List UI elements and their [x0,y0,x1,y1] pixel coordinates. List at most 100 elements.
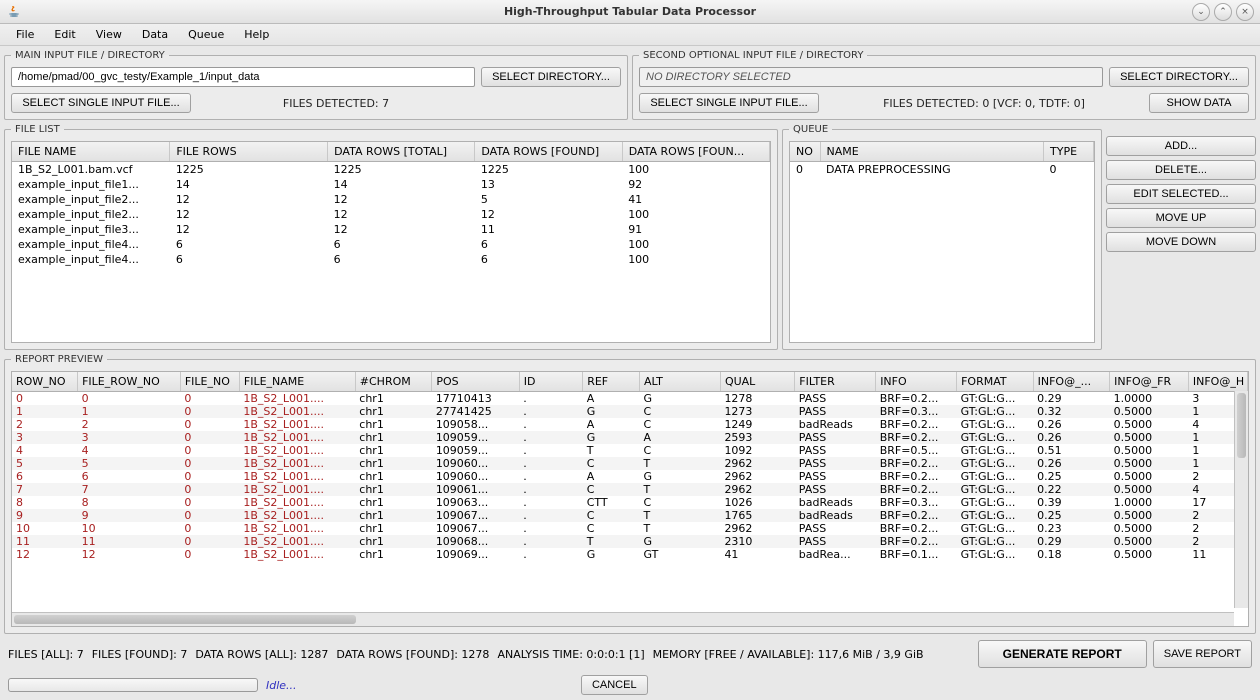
menubar: File Edit View Data Queue Help [0,24,1260,46]
column-header[interactable]: FILTER [795,372,876,392]
status-rows-found: DATA ROWS [FOUND]: 1278 [336,648,489,661]
column-header[interactable]: FILE_NO [180,372,239,392]
table-row[interactable]: 3301B_S2_L001....chr1109059....GA2593PAS… [12,431,1248,444]
column-header[interactable]: DATA ROWS [FOUND] [475,142,622,162]
table-row[interactable]: 6601B_S2_L001....chr1109060....AG2962PAS… [12,470,1248,483]
table-row[interactable]: example_input_file1...14141392 [12,177,770,192]
edit-selected-button[interactable]: EDIT SELECTED... [1106,184,1256,204]
report-table-wrap: ROW_NOFILE_ROW_NOFILE_NOFILE_NAME#CHROMP… [11,371,1249,627]
vertical-scrollbar[interactable] [1234,391,1248,608]
queue-legend: QUEUE [789,124,832,135]
maximize-icon[interactable]: ⌃ [1214,3,1232,21]
table-row[interactable]: 101001B_S2_L001....chr1109067....CT2962P… [12,522,1248,535]
table-row[interactable]: example_input_file4...666100 [12,252,770,267]
move-up-button[interactable]: MOVE UP [1106,208,1256,228]
column-header[interactable]: POS [432,372,519,392]
queue-buttons: ADD... DELETE... EDIT SELECTED... MOVE U… [1106,124,1256,350]
column-header[interactable]: #CHROM [355,372,432,392]
table-row[interactable]: example_input_file2...121212100 [12,207,770,222]
second-select-file-button[interactable]: SELECT SINGLE INPUT FILE... [639,93,819,113]
menu-help[interactable]: Help [236,26,277,43]
horizontal-scrollbar[interactable] [12,612,1234,626]
java-icon [6,4,22,20]
column-header[interactable]: INFO@_FR [1110,372,1189,392]
bottom-bar: Idle... CANCEL [4,674,1256,696]
table-row[interactable]: 5501B_S2_L001....chr1109060....CT2962PAS… [12,457,1248,470]
queue-table-wrap: NONAMETYPE0DATA PREPROCESSING0 [789,141,1095,343]
add-button[interactable]: ADD... [1106,136,1256,156]
status-files-all: FILES [ALL]: 7 [8,648,84,661]
filelist-table-wrap: FILE NAMEFILE ROWSDATA ROWS [TOTAL]DATA … [11,141,771,343]
column-header[interactable]: FILE ROWS [170,142,328,162]
table-row[interactable]: 121201B_S2_L001....chr1109069....GGT41ba… [12,548,1248,561]
table-row[interactable]: 1B_S2_L001.bam.vcf122512251225100 [12,162,770,178]
filelist-group: FILE LIST FILE NAMEFILE ROWSDATA ROWS [T… [4,124,778,350]
close-icon[interactable]: × [1236,3,1254,21]
menu-view[interactable]: View [88,26,130,43]
idle-label: Idle... [266,679,297,692]
menu-file[interactable]: File [8,26,42,43]
column-header[interactable]: FILE_NAME [239,372,355,392]
main-select-file-button[interactable]: SELECT SINGLE INPUT FILE... [11,93,191,113]
menu-data[interactable]: Data [134,26,176,43]
table-row[interactable]: 0DATA PREPROCESSING0 [790,162,1094,178]
filelist-table[interactable]: FILE NAMEFILE ROWSDATA ROWS [TOTAL]DATA … [12,142,770,267]
report-group: REPORT PREVIEW ROW_NOFILE_ROW_NOFILE_NOF… [4,354,1256,634]
column-header[interactable]: INFO@_... [1033,372,1110,392]
column-header[interactable]: ALT [640,372,721,392]
save-report-button[interactable]: SAVE REPORT [1153,640,1252,668]
column-header[interactable]: INFO [876,372,957,392]
main-input-legend: MAIN INPUT FILE / DIRECTORY [11,50,169,61]
column-header[interactable]: DATA ROWS [TOTAL] [328,142,475,162]
main-files-detected: FILES DETECTED: 7 [283,97,389,110]
status-files-found: FILES [FOUND]: 7 [92,648,188,661]
window-title: High-Throughput Tabular Data Processor [504,5,756,18]
menu-queue[interactable]: Queue [180,26,232,43]
main-input-group: MAIN INPUT FILE / DIRECTORY SELECT DIREC… [4,50,628,120]
table-row[interactable]: 9901B_S2_L001....chr1109067....CT1765bad… [12,509,1248,522]
table-row[interactable]: example_input_file4...666100 [12,237,770,252]
column-header[interactable]: FORMAT [957,372,1034,392]
queue-group: QUEUE NONAMETYPE0DATA PREPROCESSING0 [782,124,1102,350]
table-row[interactable]: example_input_file2...1212541 [12,192,770,207]
main-input-path[interactable] [11,67,475,87]
table-row[interactable]: 4401B_S2_L001....chr1109059....TC1092PAS… [12,444,1248,457]
column-header[interactable]: TYPE [1044,142,1094,162]
second-input-path[interactable] [639,67,1103,87]
column-header[interactable]: NAME [820,142,1044,162]
menu-edit[interactable]: Edit [46,26,83,43]
table-row[interactable]: 111101B_S2_L001....chr1109068....TG2310P… [12,535,1248,548]
status-analysis-time: ANALYSIS TIME: 0:0:0:1 [1] [497,648,644,661]
main-select-dir-button[interactable]: SELECT DIRECTORY... [481,67,621,87]
status-memory: MEMORY [FREE / AVAILABLE]: 117,6 MiB / 3… [653,648,924,661]
queue-table[interactable]: NONAMETYPE0DATA PREPROCESSING0 [790,142,1094,177]
column-header[interactable]: REF [583,372,640,392]
column-header[interactable]: NO [790,142,820,162]
table-row[interactable]: 7701B_S2_L001....chr1109061....CT2962PAS… [12,483,1248,496]
second-select-dir-button[interactable]: SELECT DIRECTORY... [1109,67,1249,87]
table-row[interactable]: 2201B_S2_L001....chr1109058....AC1249bad… [12,418,1248,431]
table-row[interactable]: example_input_file3...12121191 [12,222,770,237]
move-down-button[interactable]: MOVE DOWN [1106,232,1256,252]
column-header[interactable]: ROW_NO [12,372,78,392]
show-data-button[interactable]: SHOW DATA [1149,93,1249,113]
second-files-detected: FILES DETECTED: 0 [VCF: 0, TDTF: 0] [883,97,1085,110]
table-row[interactable]: 0001B_S2_L001....chr117710413.AG1278PASS… [12,392,1248,406]
minimize-icon[interactable]: ⌄ [1192,3,1210,21]
filelist-legend: FILE LIST [11,124,64,135]
second-input-group: SECOND OPTIONAL INPUT FILE / DIRECTORY S… [632,50,1256,120]
report-table[interactable]: ROW_NOFILE_ROW_NOFILE_NOFILE_NAME#CHROMP… [12,372,1248,561]
column-header[interactable]: QUAL [720,372,794,392]
column-header[interactable]: ID [519,372,582,392]
generate-report-button[interactable]: GENERATE REPORT [978,640,1147,668]
column-header[interactable]: INFO@_H [1188,372,1247,392]
table-row[interactable]: 1101B_S2_L001....chr127741425.GC1273PASS… [12,405,1248,418]
titlebar: High-Throughput Tabular Data Processor ⌄… [0,0,1260,24]
delete-button[interactable]: DELETE... [1106,160,1256,180]
column-header[interactable]: FILE_ROW_NO [78,372,181,392]
table-row[interactable]: 8801B_S2_L001....chr1109063....CTTC1026b… [12,496,1248,509]
cancel-button[interactable]: CANCEL [581,675,648,695]
second-input-legend: SECOND OPTIONAL INPUT FILE / DIRECTORY [639,50,867,61]
column-header[interactable]: DATA ROWS [FOUN... [622,142,769,162]
column-header[interactable]: FILE NAME [12,142,170,162]
